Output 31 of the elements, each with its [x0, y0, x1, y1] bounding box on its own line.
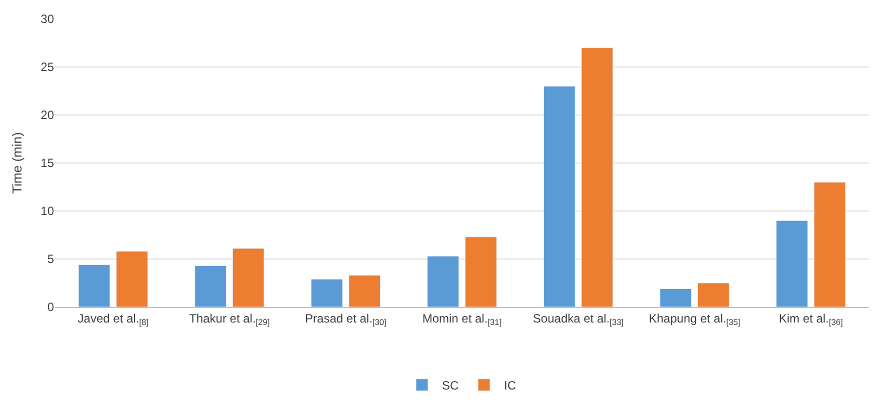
y-tick-label: 5 [47, 252, 54, 266]
y-tick-label: 30 [40, 12, 54, 26]
bar [776, 220, 808, 307]
bar [232, 248, 264, 307]
bar [814, 182, 846, 307]
bar [464, 236, 497, 307]
bar [348, 275, 381, 307]
bar [116, 251, 148, 307]
x-tick-label: Khapung et al.$_{[35]}$ [648, 311, 740, 327]
y-tick-label: 25 [40, 60, 54, 74]
bar [427, 256, 460, 307]
x-tick-label: Souadka et al.$_{[33]}$ [532, 311, 624, 327]
bar [310, 278, 343, 307]
legend-label: SC [442, 378, 460, 393]
bar [78, 264, 110, 307]
x-tick-label: Prasad et al.$_{[30]}$ [305, 311, 386, 327]
x-tick-label: Javed et al.$_{[8]}$ [78, 311, 148, 327]
x-tick-label: Momin et al.$_{[31]}$ [422, 311, 502, 327]
bar [660, 288, 692, 307]
y-tick-label: 20 [40, 108, 54, 122]
y-axis-title: Time (min) [10, 132, 25, 194]
bar [581, 48, 614, 307]
bar [194, 265, 226, 307]
legend-label: IC [504, 378, 516, 393]
x-tick-label: Kim et al.$_{[36]}$ [778, 311, 843, 327]
bar [543, 86, 576, 307]
y-tick-label: 15 [40, 156, 54, 170]
y-tick-label: 10 [40, 204, 54, 218]
bar [698, 282, 730, 307]
y-tick-label: 0 [47, 300, 54, 314]
x-tick-label: Thakur et al.$_{[29]}$ [189, 311, 270, 327]
